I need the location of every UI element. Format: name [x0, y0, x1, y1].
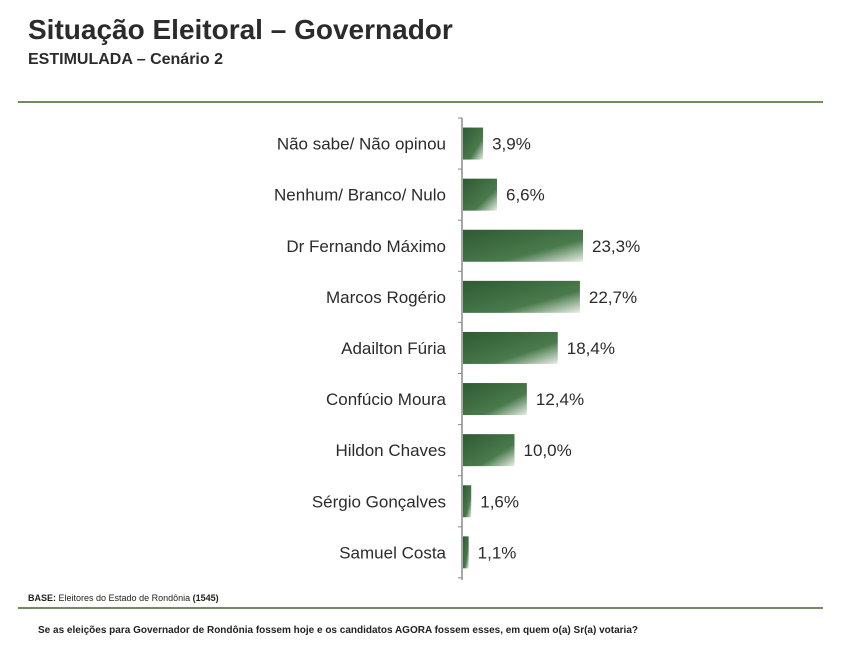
category-label: Sérgio Gonçalves [312, 492, 446, 511]
bar [463, 280, 580, 313]
base-note: BASE: Eleitores do Estado de Rondônia (1… [28, 593, 219, 603]
base-count: (1545) [192, 593, 219, 603]
value-label: 22,7% [589, 288, 637, 307]
category-label: Hildon Chaves [335, 441, 446, 460]
value-label: 1,1% [478, 543, 517, 562]
value-label: 1,6% [480, 492, 519, 511]
footer-divider [18, 607, 823, 609]
category-label: Samuel Costa [339, 543, 446, 562]
page-subtitle: ESTIMULADA – Cenário 2 [28, 51, 223, 68]
value-label: 6,6% [506, 186, 545, 205]
bar [463, 127, 484, 160]
value-label: 18,4% [567, 339, 615, 358]
base-label: BASE: [28, 593, 57, 603]
value-label: 10,0% [524, 441, 572, 460]
header-divider [18, 101, 823, 103]
category-label: Confúcio Moura [326, 390, 447, 409]
bar [463, 434, 515, 467]
bar [463, 485, 472, 518]
value-label: 3,9% [492, 135, 531, 154]
survey-question: Se as eleições para Governador de Rondôn… [38, 625, 638, 636]
base-text: Eleitores do Estado de Rondônia [56, 593, 193, 603]
category-label: Adailton Fúria [341, 339, 446, 358]
bar [463, 178, 497, 211]
bar [463, 536, 469, 569]
value-label: 12,4% [536, 390, 584, 409]
page-title: Situação Eleitoral – Governador [28, 14, 453, 45]
category-label: Marcos Rogério [326, 288, 446, 307]
bar [463, 229, 583, 262]
value-label: 23,3% [592, 237, 640, 256]
category-label: Nenhum/ Branco/ Nulo [274, 186, 446, 205]
bar [463, 383, 527, 416]
bar-chart: Não sabe/ Não opinou 3,9% Nenhum/ Branco/ … [274, 117, 640, 580]
category-label: Não sabe/ Não opinou [277, 135, 446, 154]
bar [463, 331, 558, 364]
category-label: Dr Fernando Máximo [286, 237, 446, 256]
